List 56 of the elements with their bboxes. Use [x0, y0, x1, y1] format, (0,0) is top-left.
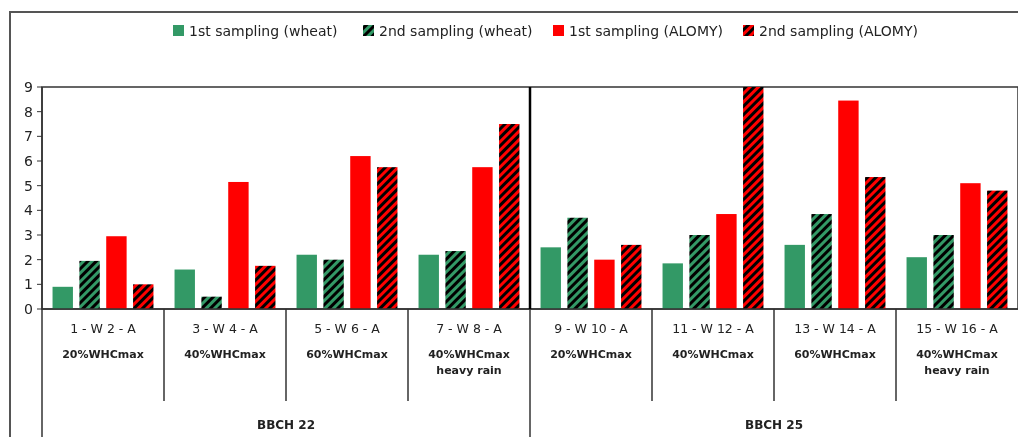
x-tick-label: 5 - W 6 - A 60%WHCmax	[306, 321, 388, 361]
x-tick-label: 9 - W 10 - A 20%WHCmax	[550, 321, 632, 361]
bar	[594, 259, 615, 309]
bar	[350, 156, 371, 309]
y-tick-label: 6	[24, 152, 34, 169]
bar	[811, 214, 832, 309]
bar	[228, 181, 249, 309]
x-tick-label: 15 - W 16 - A 40%WHCmax heavy rain	[916, 321, 999, 377]
bar	[255, 265, 276, 309]
bar	[716, 214, 737, 309]
bar	[499, 124, 520, 309]
legend-label: 1st sampling (ALOMY)	[569, 23, 723, 39]
bar	[865, 177, 886, 309]
y-tick-label: 3	[24, 226, 33, 243]
bar	[377, 167, 398, 309]
bar	[838, 100, 859, 309]
y-tick-label: 0	[24, 300, 33, 317]
bar	[472, 167, 493, 309]
legend-label: 2nd sampling (wheat)	[379, 23, 533, 39]
x-tick-label: 1 - W 2 - A 20%WHCmax	[62, 321, 144, 361]
bar	[79, 260, 100, 309]
legend-label: 2nd sampling (ALOMY)	[759, 23, 918, 39]
bar	[52, 286, 73, 309]
x-tick-label: 11 - W 12 - A 40%WHCmax	[672, 321, 755, 361]
bar	[743, 87, 764, 309]
text: BBCH 25	[744, 418, 804, 432]
y-tick-label: 8	[24, 103, 33, 120]
bar	[201, 296, 222, 309]
y-tick-label: 1	[24, 276, 33, 293]
y-tick-label: 2	[24, 251, 33, 268]
legend-label: 1st sampling (wheat)	[189, 23, 338, 39]
bar	[621, 244, 642, 309]
bar	[296, 254, 317, 309]
bar	[567, 217, 588, 309]
y-tick-label: 5	[24, 177, 33, 194]
bar	[987, 190, 1008, 309]
bar	[784, 244, 805, 309]
bar	[662, 263, 683, 309]
bar	[418, 254, 439, 309]
y-tick-label: 4	[24, 202, 34, 219]
bar	[174, 269, 195, 309]
bar	[445, 251, 466, 309]
x-tick-label: 13 - W 14 - A 60%WHCmax	[794, 321, 877, 361]
bar	[133, 284, 154, 309]
bar	[933, 235, 954, 309]
text: BBCH 22	[256, 418, 316, 432]
x-tick-label: 7 - W 8 - A 40%WHCmax heavy rain	[428, 321, 510, 377]
bar	[689, 235, 710, 309]
bar	[906, 257, 927, 309]
x-tick-label: 3 - W 4 - A 40%WHCmax	[184, 321, 266, 361]
bar	[960, 183, 981, 309]
bar	[323, 259, 344, 309]
y-tick-label: 9	[24, 78, 33, 95]
bar	[106, 236, 127, 309]
y-tick-label: 7	[24, 128, 33, 145]
bar	[540, 247, 561, 309]
